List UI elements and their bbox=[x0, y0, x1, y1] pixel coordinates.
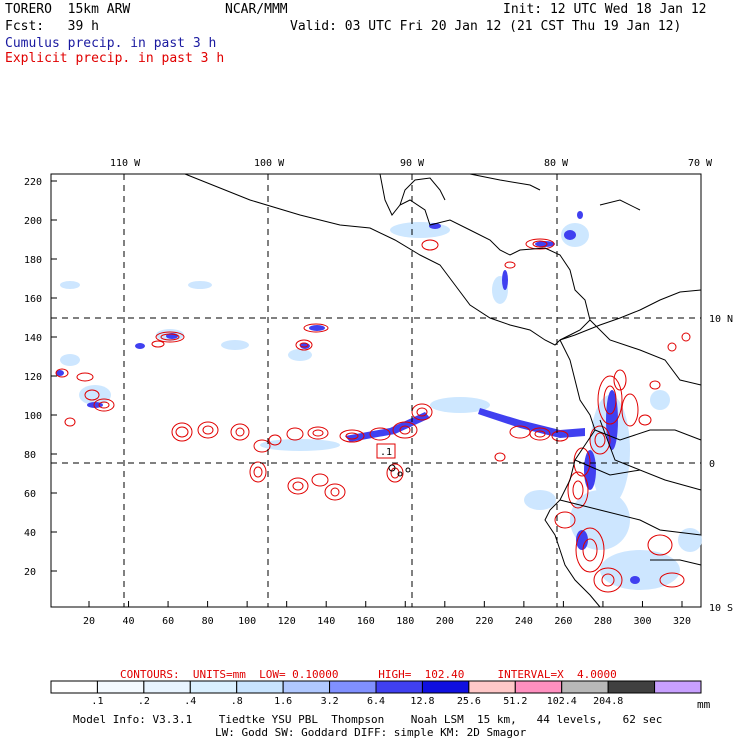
org-label: NCAR/MMM bbox=[225, 2, 288, 17]
valid-time: Valid: 03 UTC Fri 20 Jan 12 (21 CST Thu … bbox=[290, 19, 682, 34]
colorbar-swatch bbox=[561, 680, 609, 694]
model-title: TORERO 15km ARW bbox=[5, 2, 131, 17]
legend-cumulus: Cumulus precip. in past 3 h bbox=[5, 36, 217, 51]
lat-label-10n: 10 N bbox=[709, 314, 733, 325]
contours-info: CONTOURS: UNITS=mm LOW= 0.10000 HIGH= 10… bbox=[120, 668, 617, 681]
colorbar-swatch bbox=[143, 680, 191, 694]
colorbar: .1 .2 .4 .8 1.6 3.2 6.4 12.8 25.6 51.2 102.4 204.8 bbox=[50, 680, 702, 707]
coastlines bbox=[184, 173, 702, 608]
lon-label-80w: 80 W bbox=[544, 158, 569, 169]
y-tick-label: 80 bbox=[24, 450, 36, 461]
colorbar-label: 204.8 bbox=[593, 696, 623, 707]
colorbar-swatch bbox=[514, 680, 563, 694]
colorbar-label: 102.4 bbox=[547, 696, 577, 707]
y-tick-label: 60 bbox=[24, 489, 36, 500]
high-marker bbox=[376, 443, 396, 459]
colorbar-swatch bbox=[50, 680, 98, 694]
y-tick-label: 220 bbox=[24, 177, 42, 188]
model-physics: LW: Godd SW: Goddard DIFF: simple KM: 2D… bbox=[215, 726, 527, 739]
colorbar-swatch bbox=[96, 680, 145, 694]
x-tick-label: 20 bbox=[83, 616, 95, 627]
x-tick-label: 140 bbox=[317, 616, 335, 627]
colorbar-swatch bbox=[282, 680, 331, 694]
forecast-hour: Fcst: 39 h bbox=[5, 19, 99, 34]
y-tick-label: 120 bbox=[24, 372, 42, 383]
precip-layer bbox=[55, 211, 702, 593]
x-tick-label: 280 bbox=[594, 616, 612, 627]
colorbar-label: .4 bbox=[184, 696, 196, 707]
lon-label-100w: 100 W bbox=[254, 158, 285, 169]
y-tick-label: 160 bbox=[24, 294, 42, 305]
y-tick-label: 200 bbox=[24, 216, 42, 227]
x-tick-label: 180 bbox=[396, 616, 414, 627]
colorbar-label: 6.4 bbox=[367, 696, 385, 707]
colorbar-label: 25.6 bbox=[457, 696, 481, 707]
colorbar-swatch bbox=[329, 680, 377, 694]
latlon-grid bbox=[51, 174, 701, 607]
lon-label-90w: 90 W bbox=[400, 158, 425, 169]
init-time: Init: 12 UTC Wed 18 Jan 12 bbox=[503, 2, 707, 17]
colorbar-label: .1 bbox=[91, 696, 103, 707]
colorbar-swatch bbox=[189, 680, 238, 694]
high-marker-label: .1 bbox=[380, 447, 392, 458]
colorbar-label: 51.2 bbox=[503, 696, 527, 707]
colorbar-swatch bbox=[654, 680, 702, 694]
colorbar-swatch bbox=[468, 680, 516, 694]
x-tick-label: 120 bbox=[278, 616, 296, 627]
colorbar-swatch bbox=[421, 680, 470, 694]
y-tick-label: 180 bbox=[24, 255, 42, 266]
legend-explicit: Explicit precip. in past 3 h bbox=[5, 51, 225, 66]
x-tick-label: 260 bbox=[554, 616, 572, 627]
colorbar-label: 12.8 bbox=[410, 696, 434, 707]
lat-label-10s: 10 S bbox=[709, 603, 733, 614]
x-tick-label: 40 bbox=[123, 616, 135, 627]
colorbar-swatch bbox=[236, 680, 284, 694]
x-tick-label: 240 bbox=[515, 616, 533, 627]
x-tick-label: 300 bbox=[633, 616, 651, 627]
y-tick-label: 140 bbox=[24, 333, 42, 344]
x-tick-label: 220 bbox=[475, 616, 493, 627]
colorbar-unit: mm bbox=[697, 698, 711, 711]
x-tick-label: 160 bbox=[357, 616, 375, 627]
colorbar-swatch bbox=[607, 680, 656, 694]
y-tick-label: 40 bbox=[24, 528, 36, 539]
x-tick-label: 80 bbox=[202, 616, 214, 627]
colorbar-label: 1.6 bbox=[274, 696, 292, 707]
colorbar-label: .8 bbox=[231, 696, 243, 707]
lon-label-70w: 70 W bbox=[688, 158, 713, 169]
colorbar-label: .2 bbox=[138, 696, 150, 707]
colorbar-swatch bbox=[375, 680, 423, 694]
lat-label-0: 0 bbox=[709, 459, 715, 470]
x-tick-label: 60 bbox=[162, 616, 174, 627]
left-y-axis: 220 200 180 160 140 120 100 80 60 40 20 bbox=[24, 177, 57, 578]
model-info: Model Info: V3.3.1 Tiedtke YSU PBL Thomp… bbox=[73, 713, 663, 726]
x-tick-label: 320 bbox=[673, 616, 691, 627]
x-tick-label: 100 bbox=[238, 616, 256, 627]
x-tick-label: 200 bbox=[436, 616, 454, 627]
bottom-x-axis: 20 40 60 80 100 120 140 160 180 200 220 240 260 280 30… bbox=[83, 601, 691, 627]
lon-label-110w: 110 W bbox=[110, 158, 141, 169]
y-tick-label: 20 bbox=[24, 567, 36, 578]
colorbar-label: 3.2 bbox=[321, 696, 339, 707]
y-tick-label: 100 bbox=[24, 411, 42, 422]
